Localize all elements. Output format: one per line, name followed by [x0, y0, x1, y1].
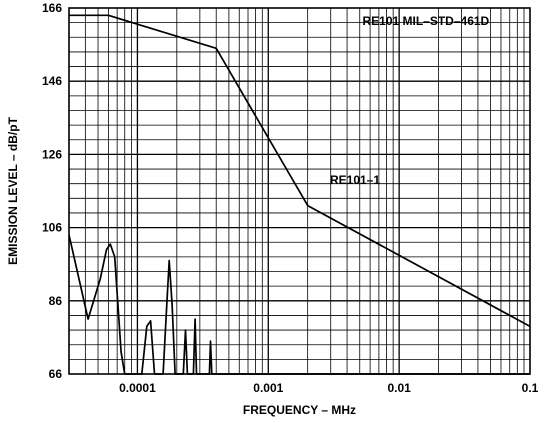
x-axis-label: FREQUENCY – MHz	[243, 403, 356, 417]
y-tick-label: 86	[49, 294, 63, 308]
plot-frame	[68, 7, 531, 375]
chart-annotation: RE101 MIL–STD–461D	[362, 14, 489, 28]
y-tick-label: 66	[49, 367, 63, 381]
x-tick-label: 0.001	[253, 381, 283, 395]
chart-series	[68, 14, 531, 375]
chart-annotations: RE101 MIL–STD–461D RE101–1	[330, 14, 490, 187]
y-axis-label: EMISSION LEVEL – dB/pT	[6, 116, 20, 264]
x-tick-label: 0.01	[387, 381, 411, 395]
emission-trace	[68, 234, 530, 375]
tick-labels: 0.0001 0.001 0.01 0.1 66 86 106 126 146 166	[42, 1, 539, 395]
y-tick-label: 126	[42, 147, 62, 161]
chart-annotation: RE101–1	[330, 173, 380, 187]
y-tick-label: 146	[42, 74, 62, 88]
x-tick-label: 0.0001	[119, 381, 156, 395]
y-tick-label: 106	[42, 221, 62, 235]
y-tick-label: 166	[42, 1, 62, 15]
limit-line	[69, 14, 531, 328]
x-tick-label: 0.1	[522, 381, 539, 395]
